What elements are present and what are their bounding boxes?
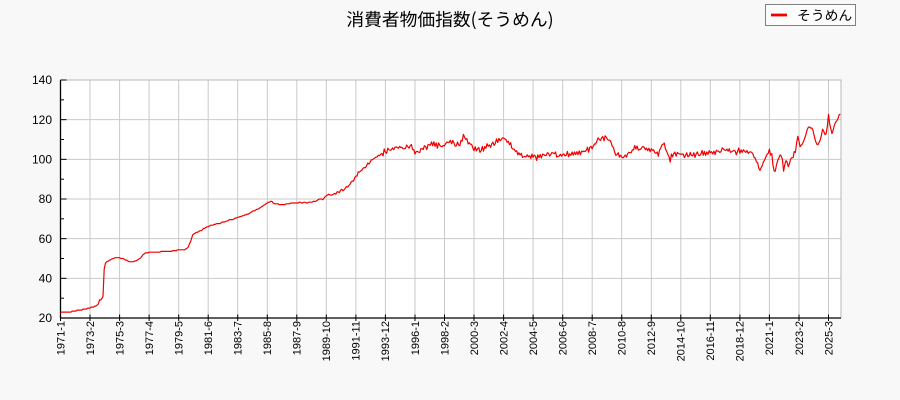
svg-text:2008-7: 2008-7 (587, 321, 599, 355)
svg-text:40: 40 (39, 272, 53, 286)
svg-text:1989-10: 1989-10 (321, 321, 333, 361)
svg-text:2025-3: 2025-3 (823, 321, 835, 355)
svg-text:2016-11: 2016-11 (705, 321, 717, 361)
svg-text:1975-3: 1975-3 (114, 321, 126, 355)
svg-text:1971-1: 1971-1 (55, 321, 67, 355)
svg-text:1996-1: 1996-1 (410, 321, 422, 355)
svg-text:2018-12: 2018-12 (735, 321, 747, 361)
svg-text:2002-4: 2002-4 (498, 321, 510, 355)
svg-text:2004-5: 2004-5 (528, 321, 540, 355)
svg-text:1977-4: 1977-4 (144, 321, 156, 355)
svg-text:1993-12: 1993-12 (380, 321, 392, 361)
svg-text:2000-3: 2000-3 (469, 321, 481, 355)
svg-text:100: 100 (32, 153, 52, 167)
svg-text:2006-6: 2006-6 (558, 321, 570, 355)
svg-text:2023-2: 2023-2 (794, 321, 806, 355)
svg-text:1991-11: 1991-11 (351, 321, 363, 361)
svg-text:1973-2: 1973-2 (85, 321, 97, 355)
svg-text:60: 60 (39, 232, 53, 246)
svg-text:1981-6: 1981-6 (203, 321, 215, 355)
svg-text:2021-1: 2021-1 (764, 321, 776, 355)
svg-text:1998-2: 1998-2 (439, 321, 451, 355)
svg-text:120: 120 (32, 113, 52, 127)
svg-text:2010-8: 2010-8 (617, 321, 629, 355)
svg-text:2014-10: 2014-10 (676, 321, 688, 361)
svg-text:1987-9: 1987-9 (292, 321, 304, 355)
svg-text:140: 140 (32, 73, 52, 87)
svg-text:80: 80 (39, 192, 53, 206)
svg-text:1985-8: 1985-8 (262, 321, 274, 355)
svg-text:20: 20 (39, 311, 53, 325)
svg-text:1979-5: 1979-5 (173, 321, 185, 355)
svg-text:1983-7: 1983-7 (232, 321, 244, 355)
svg-text:2012-9: 2012-9 (646, 321, 658, 355)
